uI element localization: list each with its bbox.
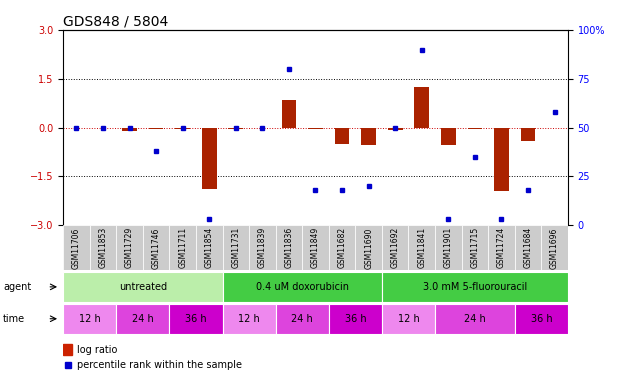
Text: GSM11696: GSM11696	[550, 227, 559, 268]
Text: GSM11849: GSM11849	[311, 227, 320, 268]
Bar	[63, 272, 223, 302]
Text: GSM11853: GSM11853	[98, 227, 107, 268]
Text: GSM11692: GSM11692	[391, 227, 399, 268]
Bar	[515, 225, 541, 270]
Text: GSM11839: GSM11839	[258, 227, 267, 268]
Text: log ratio: log ratio	[77, 345, 117, 355]
Bar	[63, 225, 90, 270]
Text: untreated: untreated	[119, 282, 167, 292]
Bar	[515, 304, 568, 334]
Bar	[249, 225, 276, 270]
Bar	[382, 225, 408, 270]
Bar	[116, 225, 143, 270]
Text: GSM11715: GSM11715	[471, 227, 480, 268]
Text: 12 h: 12 h	[239, 314, 260, 324]
Bar	[329, 225, 355, 270]
Text: GSM11724: GSM11724	[497, 227, 506, 268]
Bar	[541, 225, 568, 270]
Text: GSM11706: GSM11706	[72, 227, 81, 268]
Bar	[276, 225, 302, 270]
Bar	[441, 128, 456, 146]
Bar	[276, 304, 329, 334]
Text: GSM11684: GSM11684	[524, 227, 533, 268]
Bar	[63, 304, 116, 334]
Bar	[228, 128, 243, 129]
Text: GSM11836: GSM11836	[285, 227, 293, 268]
Text: GDS848 / 5804: GDS848 / 5804	[63, 15, 168, 29]
Bar	[382, 304, 435, 334]
Bar	[223, 272, 382, 302]
Text: 36 h: 36 h	[185, 314, 207, 324]
Text: 0.4 uM doxorubicin: 0.4 uM doxorubicin	[256, 282, 349, 292]
Bar	[143, 225, 169, 270]
Bar	[468, 128, 482, 129]
Text: GSM11682: GSM11682	[338, 227, 346, 268]
Text: 24 h: 24 h	[292, 314, 313, 324]
Bar	[355, 225, 382, 270]
Text: GSM11729: GSM11729	[125, 227, 134, 268]
Bar	[308, 128, 323, 129]
Bar	[462, 225, 488, 270]
Text: GSM11746: GSM11746	[151, 227, 160, 268]
Text: GSM11854: GSM11854	[204, 227, 214, 268]
Bar	[435, 225, 462, 270]
Text: 12 h: 12 h	[79, 314, 100, 324]
Text: 3.0 mM 5-fluorouracil: 3.0 mM 5-fluorouracil	[423, 282, 527, 292]
Bar	[223, 225, 249, 270]
Bar	[435, 304, 515, 334]
Text: 12 h: 12 h	[398, 314, 420, 324]
Bar	[169, 225, 196, 270]
Bar	[122, 128, 137, 131]
Text: 36 h: 36 h	[531, 314, 552, 324]
Text: GSM11690: GSM11690	[364, 227, 373, 268]
Bar	[175, 128, 190, 129]
Bar	[302, 225, 329, 270]
Bar	[149, 128, 163, 129]
Bar	[335, 128, 350, 144]
Text: GSM11841: GSM11841	[417, 227, 427, 268]
Bar	[223, 304, 276, 334]
Text: GSM11731: GSM11731	[232, 227, 240, 268]
Text: percentile rank within the sample: percentile rank within the sample	[77, 360, 242, 370]
Bar	[488, 225, 515, 270]
Bar	[196, 225, 223, 270]
Bar	[408, 225, 435, 270]
Bar	[415, 87, 429, 128]
Text: GSM11711: GSM11711	[178, 227, 187, 268]
Bar	[202, 128, 216, 189]
Bar	[63, 344, 72, 355]
Bar	[521, 128, 535, 141]
Bar	[362, 128, 376, 146]
Text: agent: agent	[3, 282, 32, 292]
Bar	[382, 272, 568, 302]
Bar	[494, 128, 509, 191]
Text: GSM11901: GSM11901	[444, 227, 453, 268]
Bar	[169, 304, 223, 334]
Bar	[281, 100, 296, 128]
Text: time: time	[3, 314, 25, 324]
Text: 24 h: 24 h	[132, 314, 154, 324]
Bar	[116, 304, 169, 334]
Text: 36 h: 36 h	[345, 314, 366, 324]
Bar	[90, 225, 116, 270]
Bar	[329, 304, 382, 334]
Text: 24 h: 24 h	[464, 314, 486, 324]
Bar	[388, 128, 403, 130]
